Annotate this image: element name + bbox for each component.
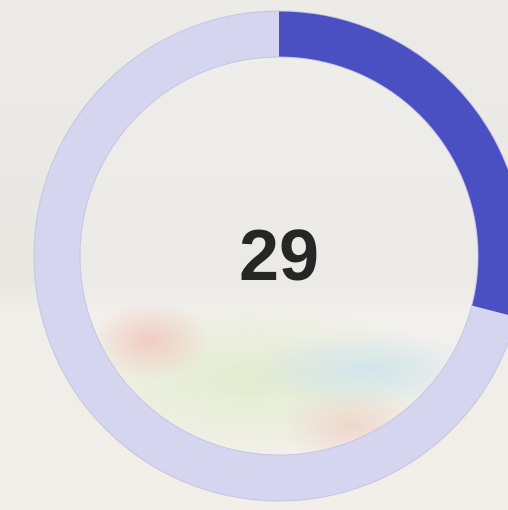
progress-ring: 29 [0, 0, 508, 510]
progress-value: 29 [239, 216, 319, 296]
progress-widget: 29 [0, 0, 508, 510]
